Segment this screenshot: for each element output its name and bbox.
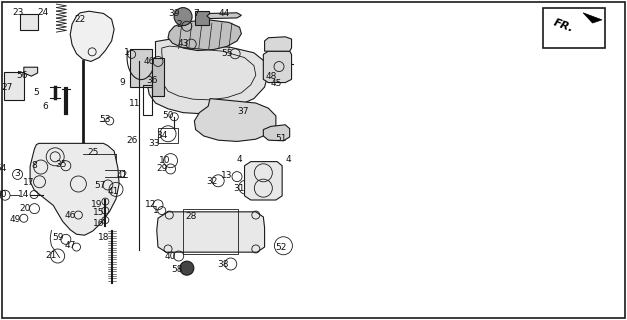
Text: 5: 5 [33, 88, 40, 97]
Text: 23: 23 [12, 8, 23, 17]
Polygon shape [157, 212, 265, 252]
Polygon shape [194, 99, 276, 141]
Text: 58: 58 [171, 265, 182, 274]
Text: 47: 47 [65, 241, 76, 250]
Text: 49: 49 [10, 215, 21, 224]
Text: 43: 43 [177, 39, 189, 48]
Polygon shape [24, 67, 38, 76]
Polygon shape [207, 13, 241, 19]
Text: 50: 50 [162, 111, 174, 120]
Text: 1: 1 [124, 48, 130, 57]
Text: 24: 24 [37, 8, 48, 17]
Text: 19: 19 [92, 200, 103, 209]
Text: 26: 26 [126, 136, 137, 145]
Text: 59: 59 [52, 233, 63, 242]
Text: 12: 12 [145, 200, 156, 209]
Text: 7: 7 [192, 9, 199, 18]
Text: 52: 52 [275, 243, 287, 252]
Text: 4: 4 [286, 155, 291, 164]
Bar [158, 128, 178, 143]
Polygon shape [265, 37, 292, 51]
Text: 44: 44 [219, 9, 230, 18]
Text: 21: 21 [46, 251, 57, 260]
Text: 35: 35 [56, 160, 67, 169]
Text: 33: 33 [148, 139, 159, 148]
Text: 18: 18 [98, 233, 109, 242]
Polygon shape [263, 51, 292, 83]
Text: 34: 34 [156, 131, 167, 140]
Circle shape [180, 261, 194, 275]
Circle shape [174, 8, 192, 26]
Text: 42: 42 [117, 171, 128, 180]
Text: 10: 10 [159, 156, 170, 165]
Text: 51: 51 [275, 134, 287, 143]
Text: 29: 29 [156, 164, 167, 173]
Text: 14: 14 [18, 190, 29, 199]
Text: 16: 16 [93, 219, 105, 228]
Polygon shape [583, 13, 602, 23]
Text: 17: 17 [23, 178, 34, 187]
Polygon shape [30, 143, 119, 235]
Text: 36: 36 [146, 76, 157, 85]
Text: 57: 57 [95, 181, 106, 190]
Text: 46: 46 [65, 211, 76, 220]
Text: 37: 37 [238, 107, 249, 116]
Text: 20: 20 [19, 204, 31, 213]
Polygon shape [147, 39, 268, 114]
Text: 2: 2 [176, 20, 181, 29]
Text: 4: 4 [237, 155, 242, 164]
Polygon shape [70, 11, 114, 61]
Text: 6: 6 [42, 102, 48, 111]
Text: 46: 46 [144, 57, 155, 66]
Bar [20, 14, 38, 30]
Text: 9: 9 [119, 78, 125, 87]
Text: 45: 45 [270, 79, 282, 88]
Text: 15: 15 [93, 208, 105, 217]
Text: 3: 3 [14, 169, 21, 178]
Bar [542, 8, 604, 48]
Text: 40: 40 [165, 252, 176, 261]
Text: 41: 41 [107, 187, 119, 196]
Bar [130, 49, 152, 87]
Text: 48: 48 [265, 72, 277, 81]
Text: 28: 28 [186, 212, 197, 221]
Polygon shape [263, 125, 290, 141]
Text: 53: 53 [100, 116, 111, 124]
Text: 55: 55 [221, 49, 233, 58]
Bar [182, 209, 238, 253]
Bar [4, 72, 24, 100]
Text: 22: 22 [75, 15, 86, 24]
Text: 56: 56 [16, 71, 28, 80]
Bar [143, 85, 152, 115]
Text: 11: 11 [129, 99, 140, 108]
Text: 25: 25 [87, 148, 98, 157]
Text: 30: 30 [0, 190, 7, 199]
Text: 38: 38 [217, 260, 228, 269]
Text: 31: 31 [234, 184, 245, 193]
Text: 27: 27 [2, 83, 13, 92]
Text: 13: 13 [221, 172, 233, 180]
Text: FR.: FR. [552, 18, 576, 34]
Bar [195, 11, 209, 25]
Bar [152, 59, 164, 96]
Polygon shape [245, 162, 282, 200]
Text: 1: 1 [152, 206, 159, 215]
Polygon shape [168, 20, 241, 51]
Text: 54: 54 [0, 164, 7, 173]
Text: 39: 39 [169, 9, 180, 18]
Text: 8: 8 [31, 161, 38, 170]
Text: 32: 32 [206, 177, 218, 186]
